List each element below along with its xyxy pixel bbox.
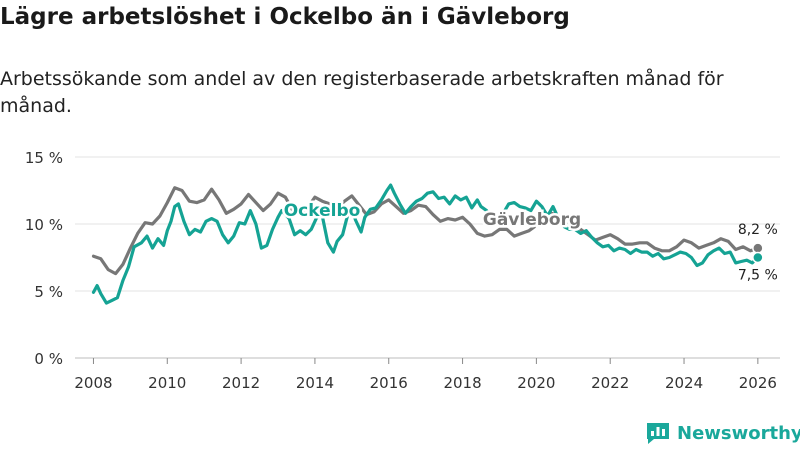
end-marker-ockelbo [752, 251, 764, 264]
newsworthy-logo-icon [647, 423, 669, 444]
series-label-ockelbo: Ockelbo [284, 201, 361, 221]
x-tick-label: 2012 [222, 374, 260, 392]
x-tick-label: 2010 [148, 374, 186, 392]
x-tick-label: 2020 [517, 374, 555, 392]
x-tick-label: 2014 [296, 374, 334, 392]
y-tick-label: 0 % [34, 350, 63, 368]
end-marker-gavleborg [752, 242, 764, 254]
x-tick-label: 2016 [370, 374, 408, 392]
x-tick-label: 2024 [665, 374, 703, 392]
series-label-gavleborg: Gävleborg [483, 210, 581, 230]
end-label-ockelbo: 7,5 % [738, 268, 778, 284]
x-tick-label: 2022 [591, 374, 629, 392]
end-label-gavleborg: 8,2 % [738, 222, 778, 238]
x-tick-label: 2008 [74, 374, 112, 392]
x-tick-label: 2018 [443, 374, 481, 392]
y-tick-label: 5 % [34, 283, 63, 301]
x-tick-label: 2026 [739, 374, 777, 392]
chart-title: Lägre arbetslöshet i Ockelbo än i Gävleb… [0, 4, 570, 30]
brand-name: Newsworthy [677, 422, 800, 444]
series-line-gavleborg [91, 186, 760, 276]
series-line-ockelbo [91, 183, 760, 305]
chart-subtitle: Arbetssökande som andel av den registerb… [0, 68, 724, 117]
y-tick-label: 15 % [25, 149, 63, 167]
y-tick-label: 10 % [25, 216, 63, 234]
newsworthy-logo[interactable]: Newsworthy [645, 420, 800, 446]
